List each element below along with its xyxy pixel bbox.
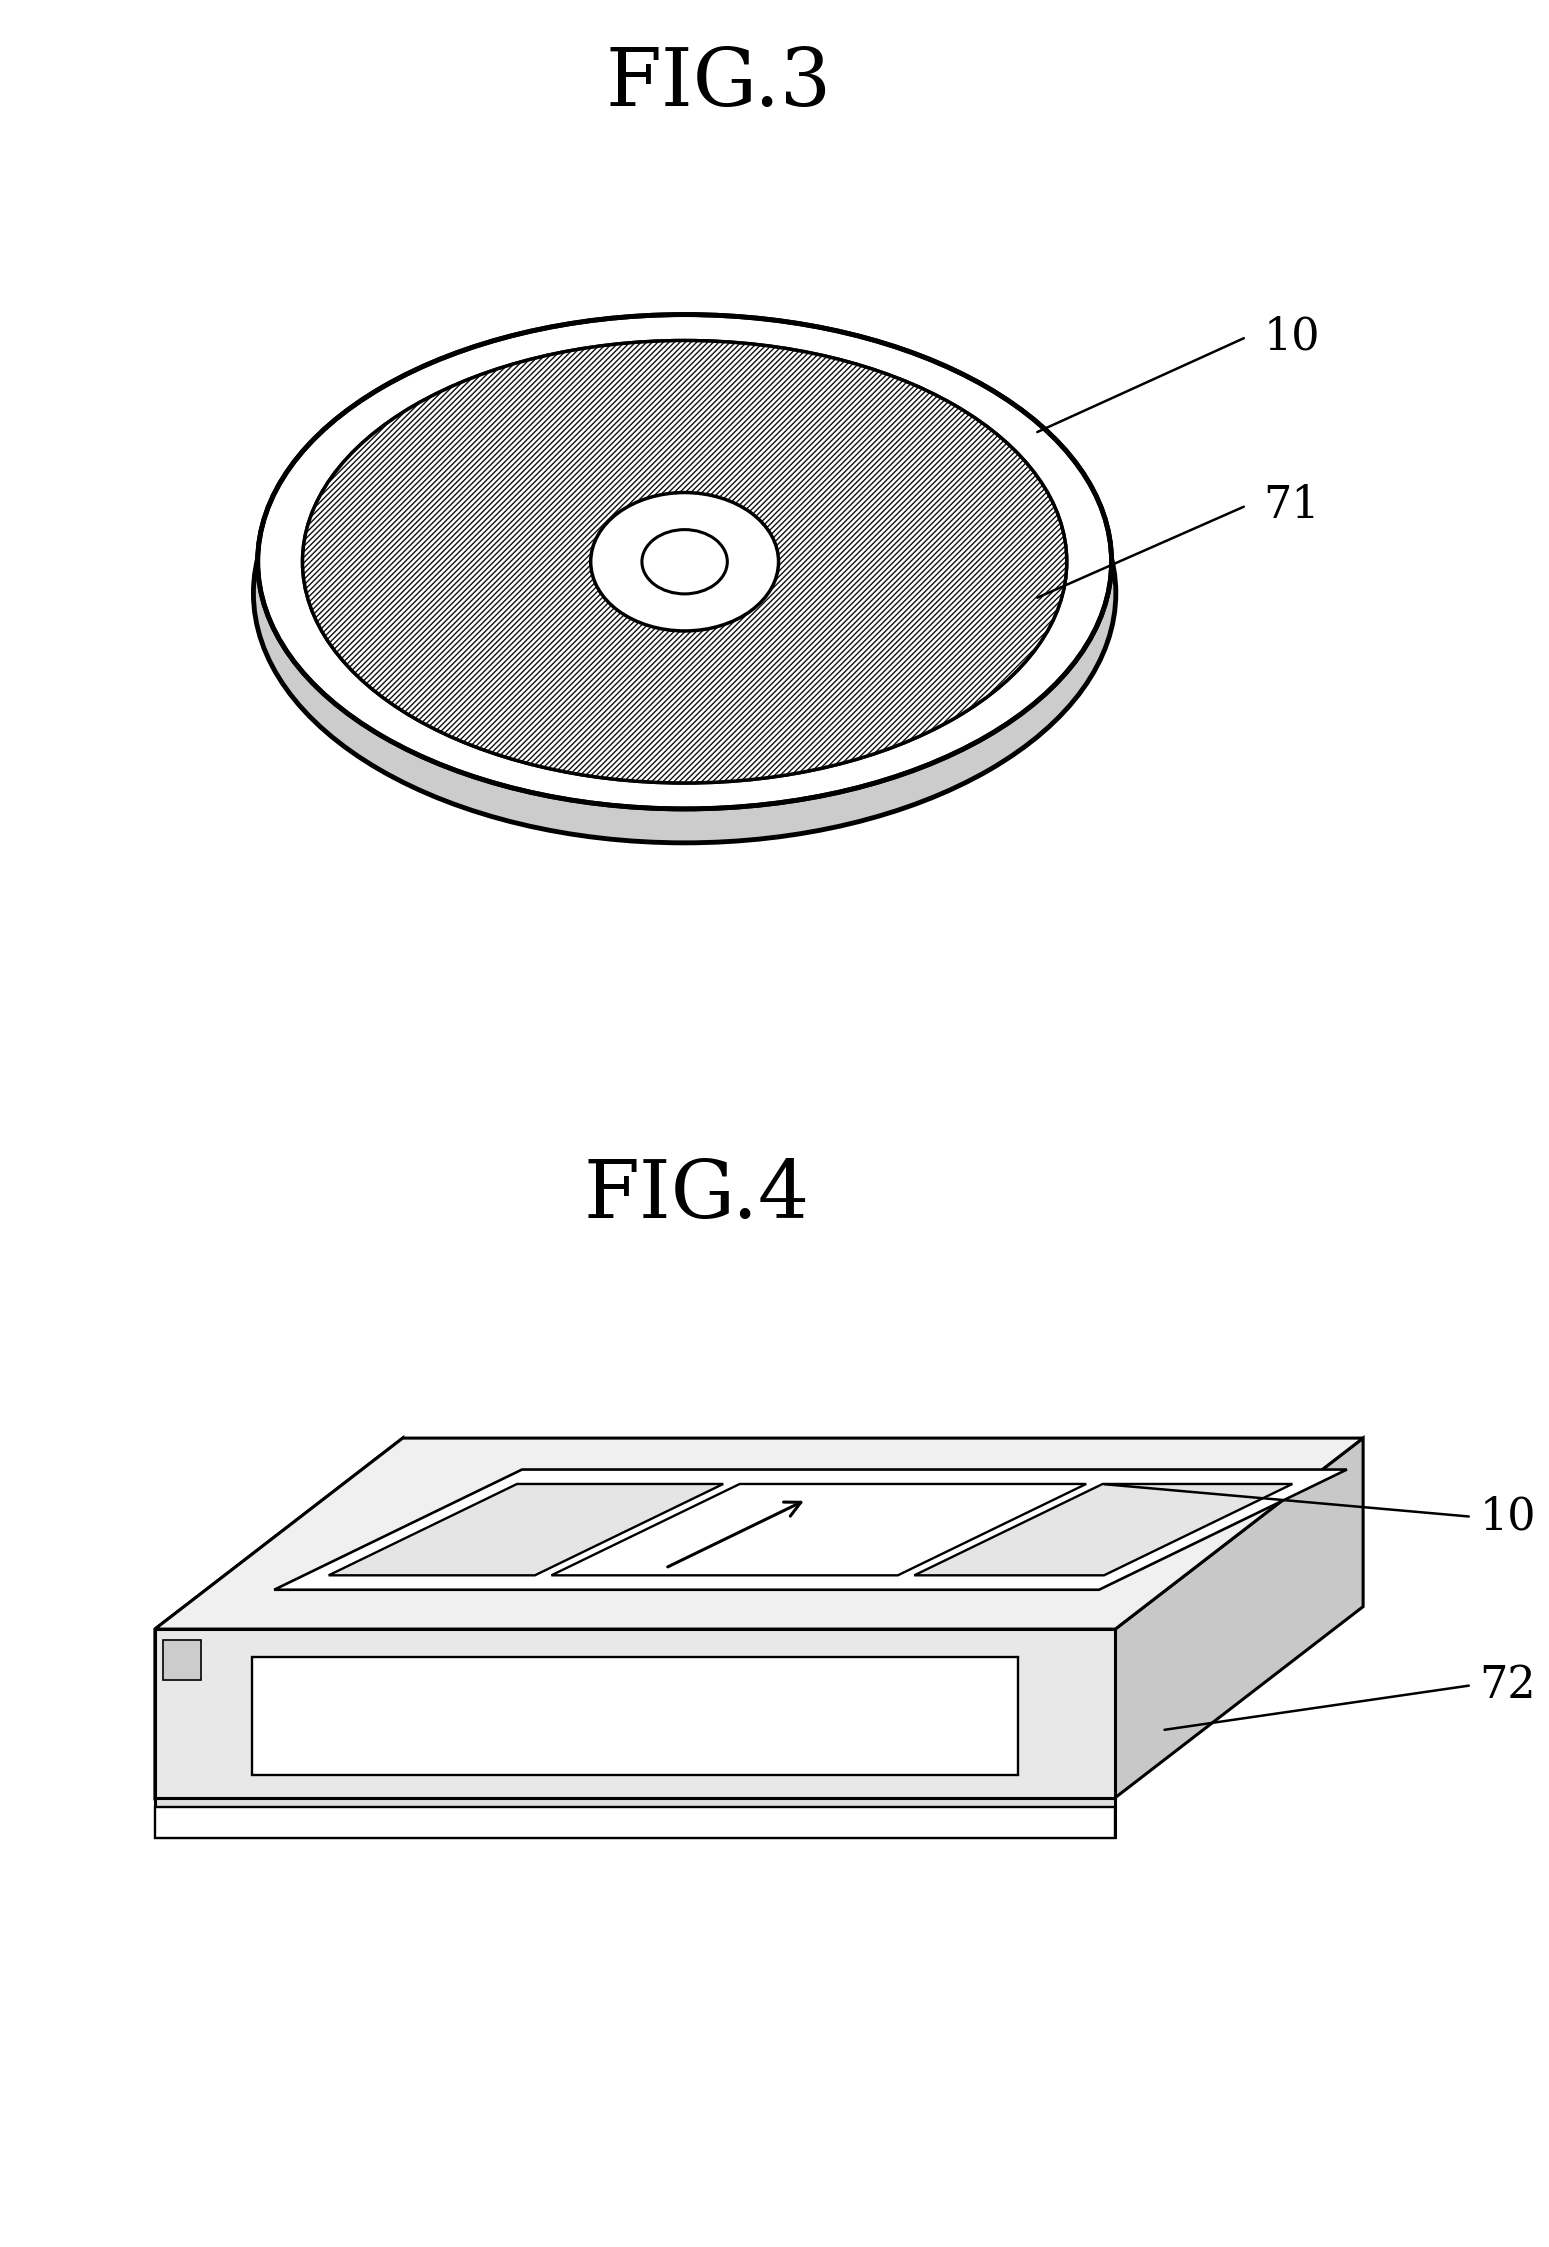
Text: FIG.4: FIG.4 [584,1157,810,1236]
Ellipse shape [302,342,1067,782]
Polygon shape [155,1438,1363,1629]
Ellipse shape [641,530,728,593]
Polygon shape [1115,1438,1363,1798]
Polygon shape [551,1483,1086,1575]
Polygon shape [251,1658,1019,1775]
Polygon shape [914,1483,1292,1575]
Ellipse shape [254,344,1115,843]
Ellipse shape [590,492,779,631]
Polygon shape [163,1640,201,1679]
Polygon shape [155,1438,403,1798]
Polygon shape [155,1798,1115,1838]
Text: FIG.3: FIG.3 [606,45,832,124]
Text: 10: 10 [1264,315,1320,360]
Text: 71: 71 [1264,483,1320,528]
Polygon shape [155,1629,1115,1798]
Text: 10: 10 [1479,1494,1537,1539]
Ellipse shape [304,342,1066,782]
Polygon shape [328,1483,723,1575]
Text: 72: 72 [1479,1663,1537,1708]
Ellipse shape [257,315,1112,809]
Polygon shape [274,1470,1348,1591]
Polygon shape [155,1807,1115,1838]
